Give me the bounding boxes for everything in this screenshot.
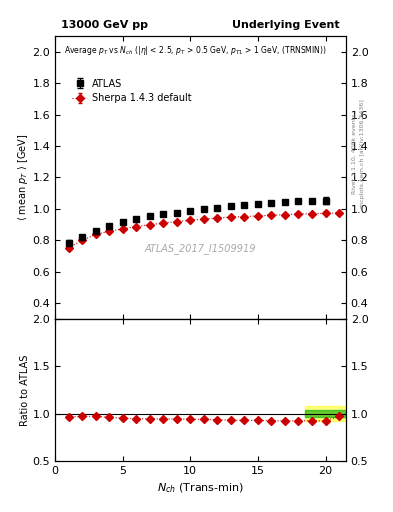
Text: Average $p_T$ vs $N_{ch}$ ($|\eta|$ < 2.5, $p_T$ > 0.5 GeV, $p_{T1}$ > 1 GeV, (T: Average $p_T$ vs $N_{ch}$ ($|\eta|$ < 2.… [64, 45, 327, 57]
Legend: ATLAS, Sherpa 1.4.3 default: ATLAS, Sherpa 1.4.3 default [69, 75, 195, 108]
Text: 13000 GeV pp: 13000 GeV pp [61, 20, 148, 30]
Text: Underlying Event: Underlying Event [232, 20, 340, 30]
Y-axis label: $\langle$ mean $p_T$ $\rangle$ [GeV]: $\langle$ mean $p_T$ $\rangle$ [GeV] [16, 134, 29, 221]
Y-axis label: Ratio to ATLAS: Ratio to ATLAS [20, 354, 29, 425]
Text: ATLAS_2017_I1509919: ATLAS_2017_I1509919 [145, 243, 256, 254]
Text: Rivet 3.1.10, 400k events: Rivet 3.1.10, 400k events [352, 113, 357, 194]
Text: mcplots.cern.ch [arXiv:1306.3436]: mcplots.cern.ch [arXiv:1306.3436] [360, 99, 365, 208]
X-axis label: $N_{ch}$ (Trans-min): $N_{ch}$ (Trans-min) [157, 481, 244, 495]
